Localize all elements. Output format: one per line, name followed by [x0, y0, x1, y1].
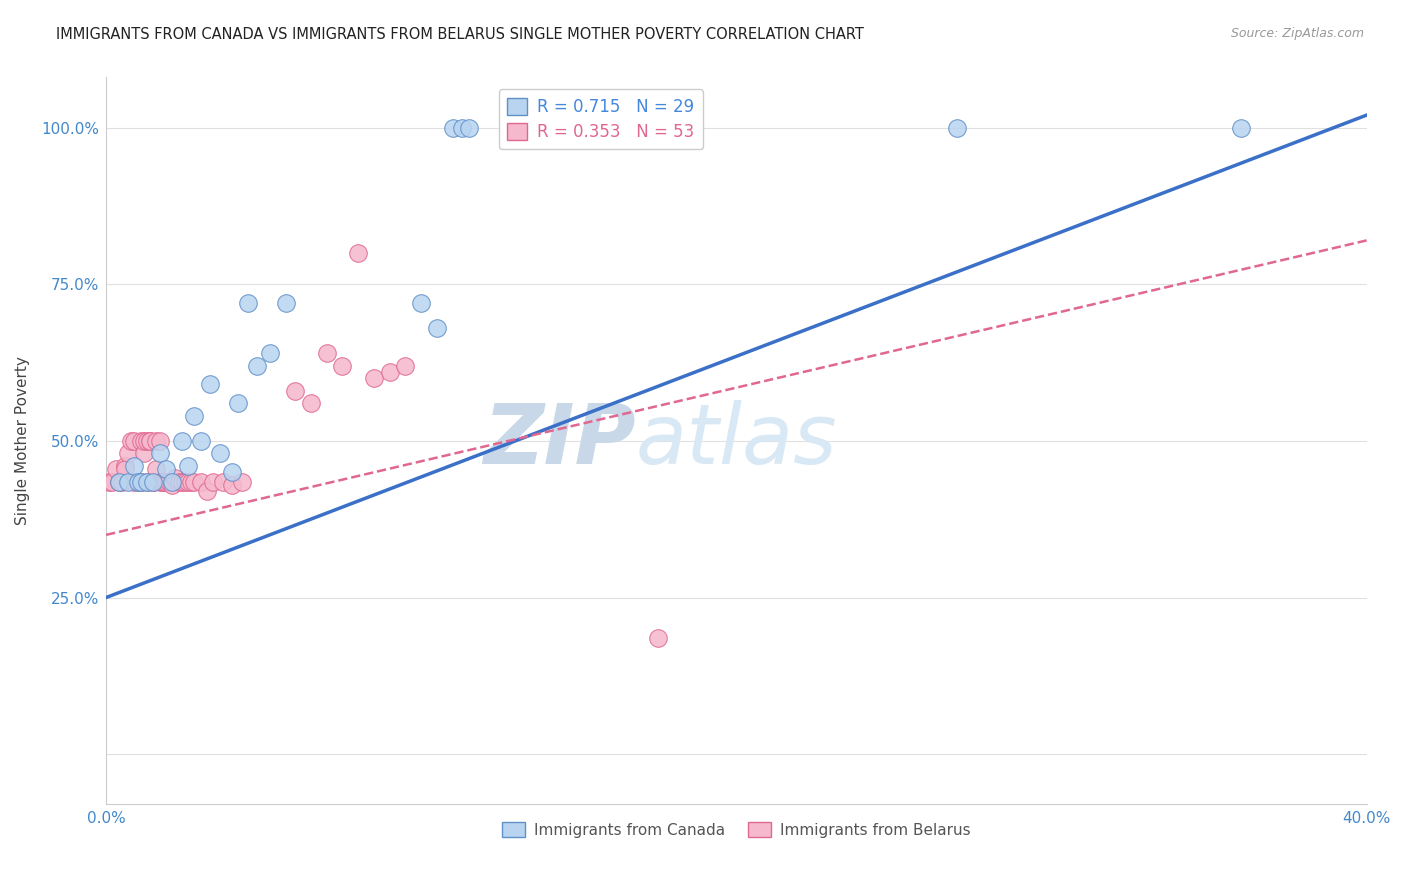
- Point: [107, 475, 129, 489]
- Point: [198, 377, 221, 392]
- Point: [104, 462, 127, 476]
- Point: [142, 475, 165, 489]
- Point: [246, 359, 269, 373]
- Point: [127, 475, 149, 489]
- Point: [139, 434, 162, 448]
- Point: [167, 475, 190, 489]
- Point: [228, 396, 250, 410]
- Point: [946, 120, 969, 135]
- Point: [315, 346, 337, 360]
- Point: [236, 296, 259, 310]
- Text: atlas: atlas: [636, 401, 837, 482]
- Point: [124, 458, 146, 473]
- Point: [111, 475, 134, 489]
- Point: [170, 475, 193, 489]
- Point: [299, 396, 322, 410]
- Point: [180, 475, 202, 489]
- Point: [177, 475, 200, 489]
- Point: [173, 475, 195, 489]
- Point: [284, 384, 307, 398]
- Point: [129, 475, 152, 489]
- Legend: Immigrants from Canada, Immigrants from Belarus: Immigrants from Canada, Immigrants from …: [496, 815, 977, 844]
- Point: [149, 434, 172, 448]
- Point: [124, 434, 146, 448]
- Point: [114, 458, 136, 473]
- Point: [101, 475, 124, 489]
- Point: [129, 434, 152, 448]
- Point: [195, 483, 218, 498]
- Point: [347, 246, 370, 260]
- Point: [132, 434, 155, 448]
- Point: [378, 365, 401, 379]
- Point: [451, 120, 474, 135]
- Text: ZIP: ZIP: [482, 401, 636, 482]
- Point: [136, 434, 159, 448]
- Point: [259, 346, 281, 360]
- Point: [177, 458, 200, 473]
- Point: [441, 120, 464, 135]
- Point: [165, 471, 187, 485]
- Point: [145, 434, 167, 448]
- Point: [132, 446, 155, 460]
- Point: [162, 475, 184, 489]
- Point: [124, 475, 146, 489]
- Point: [152, 475, 174, 489]
- Point: [98, 475, 121, 489]
- Point: [155, 462, 177, 476]
- Point: [142, 475, 165, 489]
- Point: [136, 475, 159, 489]
- Point: [149, 446, 172, 460]
- Point: [332, 359, 354, 373]
- Point: [274, 296, 297, 310]
- Point: [190, 434, 212, 448]
- Point: [426, 321, 449, 335]
- Point: [129, 475, 152, 489]
- Point: [162, 477, 184, 491]
- Point: [149, 475, 172, 489]
- Point: [221, 465, 243, 479]
- Point: [647, 632, 669, 646]
- Point: [120, 434, 142, 448]
- Point: [117, 446, 139, 460]
- Point: [127, 475, 149, 489]
- Text: IMMIGRANTS FROM CANADA VS IMMIGRANTS FROM BELARUS SINGLE MOTHER POVERTY CORRELAT: IMMIGRANTS FROM CANADA VS IMMIGRANTS FRO…: [56, 27, 865, 42]
- Point: [145, 462, 167, 476]
- Point: [411, 296, 433, 310]
- Point: [183, 475, 205, 489]
- Point: [152, 475, 174, 489]
- Point: [157, 475, 180, 489]
- Point: [211, 475, 233, 489]
- Point: [183, 409, 205, 423]
- Text: Source: ZipAtlas.com: Source: ZipAtlas.com: [1230, 27, 1364, 40]
- Point: [231, 475, 253, 489]
- Point: [1229, 120, 1251, 135]
- Point: [394, 359, 416, 373]
- Point: [457, 120, 479, 135]
- Point: [190, 475, 212, 489]
- Point: [363, 371, 385, 385]
- Point: [221, 477, 243, 491]
- Point: [114, 462, 136, 476]
- Y-axis label: Single Mother Poverty: Single Mother Poverty: [15, 357, 30, 525]
- Point: [117, 475, 139, 489]
- Point: [142, 475, 165, 489]
- Point: [139, 434, 162, 448]
- Point: [155, 475, 177, 489]
- Point: [136, 475, 159, 489]
- Point: [107, 475, 129, 489]
- Point: [208, 446, 231, 460]
- Point: [202, 475, 225, 489]
- Point: [170, 434, 193, 448]
